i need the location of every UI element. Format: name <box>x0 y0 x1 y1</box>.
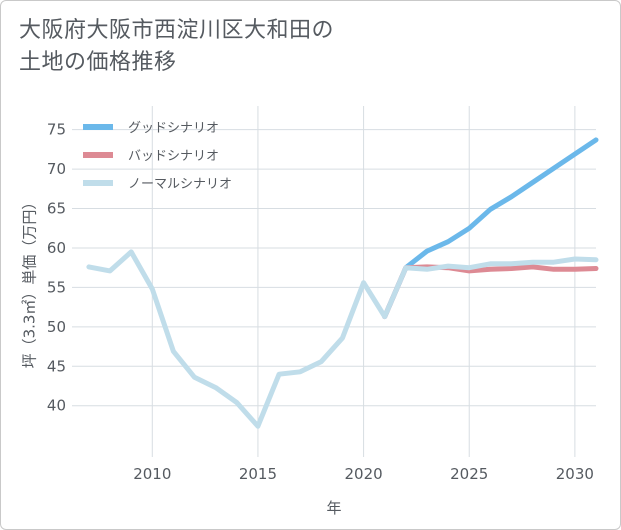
x-tick-label: 2010 <box>133 465 171 483</box>
series-line-good-scenario <box>382 137 599 320</box>
y-axis-label: 坪（3.3㎡）単価（万円） <box>21 195 39 369</box>
series-lines <box>86 137 599 429</box>
x-tick-label: 2025 <box>450 465 488 483</box>
x-tick-label: 2020 <box>344 465 382 483</box>
y-tick-label: 75 <box>47 121 66 139</box>
legend-label-bad-scenario: バッドシナリオ <box>128 149 219 164</box>
plot-area <box>72 106 596 457</box>
chart-title: 大阪府大阪市西淀川区大和田の 土地の価格推移 <box>19 15 439 79</box>
x-tick-label: 2030 <box>556 465 594 483</box>
y-tick-label: 45 <box>47 357 66 375</box>
grid <box>72 106 596 457</box>
tick-labels: 2010 2015 2020 2025 2030 40 45 50 55 60 65 70 75 <box>47 121 594 483</box>
x-axis-label: 年 <box>326 499 341 517</box>
x-tick-label: 2015 <box>239 465 277 483</box>
y-tick-label: 55 <box>47 278 66 296</box>
y-tick-label: 50 <box>47 318 66 336</box>
y-tick-label: 60 <box>47 239 66 257</box>
series-line-normal-scenario <box>86 249 599 429</box>
chart-title-line-1: 大阪府大阪市西淀川区大和田の <box>19 18 335 43</box>
legend-label-normal-scenario: ノーマルシナリオ <box>128 177 232 192</box>
y-tick-label: 70 <box>47 160 66 178</box>
y-tick-label: 65 <box>47 200 66 218</box>
y-tick-label: 40 <box>47 397 66 415</box>
chart-title-line-2: 土地の価格推移 <box>19 50 177 75</box>
legend-label-good-scenario: グッドシナリオ <box>128 121 219 136</box>
